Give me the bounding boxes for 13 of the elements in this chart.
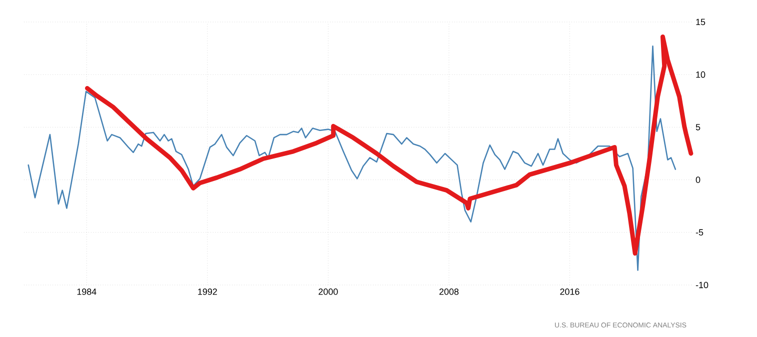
x-tick-label: 2016 [560, 288, 580, 295]
line-series [28, 46, 676, 271]
y-tick-label: -5 [696, 229, 704, 236]
y-tick-label: 0 [696, 176, 700, 183]
x-tick-label: 2008 [439, 288, 459, 295]
line-series [85, 34, 694, 256]
y-tick-label: 5 [696, 124, 700, 130]
x-tick-label: 2000 [318, 288, 338, 295]
y-tick-label: 15 [696, 18, 706, 26]
y-tick-label: 10 [696, 71, 706, 78]
x-tick-label: 1992 [198, 288, 217, 295]
x-tick-label: 1984 [77, 288, 96, 295]
y-tick-label: -10 [696, 282, 708, 288]
